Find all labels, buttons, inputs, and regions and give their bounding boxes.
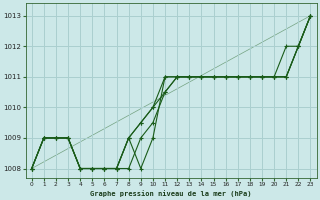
X-axis label: Graphe pression niveau de la mer (hPa): Graphe pression niveau de la mer (hPa) <box>90 190 252 197</box>
